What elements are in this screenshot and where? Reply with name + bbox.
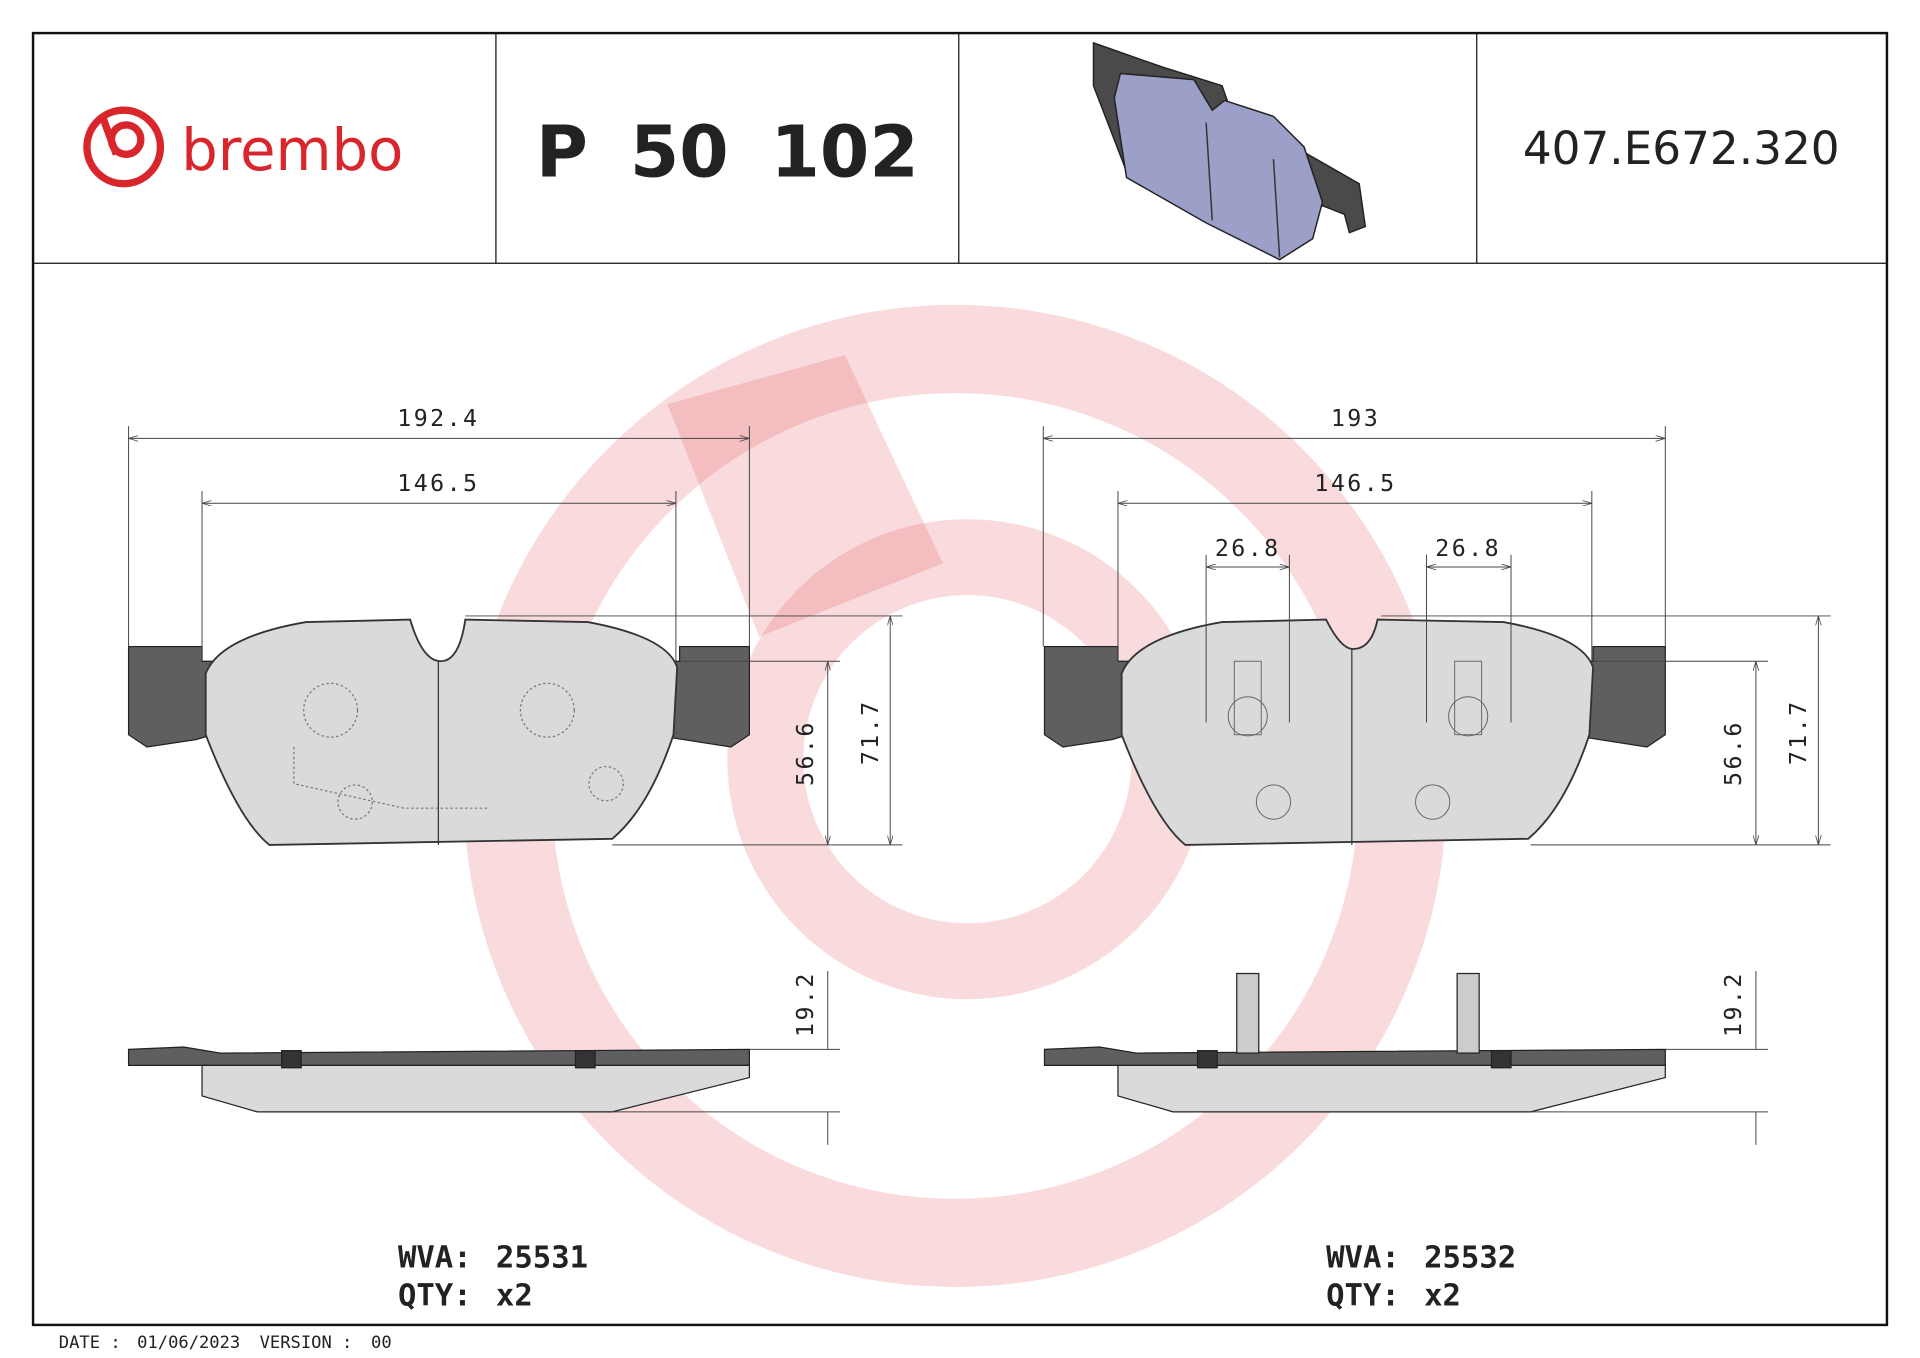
dimension-label: 193 xyxy=(1331,405,1380,432)
dimension-label: 56.6 xyxy=(1720,720,1747,786)
qty-value: x2 xyxy=(496,1278,533,1313)
dimension-label: 26.8 xyxy=(1435,535,1501,562)
wva-number: 25532 xyxy=(1424,1240,1516,1275)
qty-label: QTY: xyxy=(398,1278,472,1313)
dimension-label: 26.8 xyxy=(1215,535,1281,562)
wva-number: 25531 xyxy=(496,1240,588,1275)
reference-code: 407.E672.320 xyxy=(1523,122,1840,175)
version: 00 xyxy=(371,1333,392,1353)
left-pad-front xyxy=(127,618,750,846)
wva-label: WVA: xyxy=(1326,1240,1400,1275)
dimension-label: 19.2 xyxy=(792,971,819,1037)
dimension-label: 19.2 xyxy=(1720,971,1747,1037)
side-views xyxy=(127,972,1666,1113)
version-label: VERSION : xyxy=(260,1333,353,1353)
qty-value: x2 xyxy=(1424,1278,1461,1313)
dimension-label: 192.4 xyxy=(397,405,479,432)
pad-image xyxy=(1092,41,1367,261)
dimension-label: 146.5 xyxy=(1314,470,1396,497)
dimension-label: 56.6 xyxy=(792,720,819,786)
date: 01/06/2023 xyxy=(137,1333,240,1353)
wva-label: WVA: xyxy=(398,1240,472,1275)
brand-name: brembo xyxy=(181,117,403,184)
dimension-label: 71.7 xyxy=(1785,699,1812,765)
dimension-label: 71.7 xyxy=(857,699,884,765)
date-label: DATE : xyxy=(59,1333,121,1353)
brand-logo xyxy=(83,106,165,188)
right-pad-front xyxy=(1043,618,1666,846)
part-number: P 50 102 xyxy=(536,110,919,193)
dimension-lines xyxy=(128,426,1831,1145)
dimension-label: 146.5 xyxy=(397,470,479,497)
qty-label: QTY: xyxy=(1326,1278,1400,1313)
frame xyxy=(31,31,1889,1327)
